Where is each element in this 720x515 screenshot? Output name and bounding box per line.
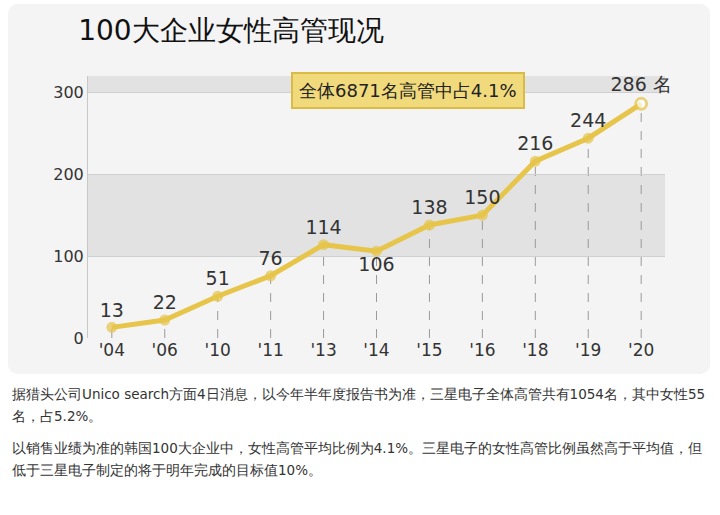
svg-text:106: 106 [358,253,394,275]
svg-text:'06: '06 [152,340,178,360]
svg-text:76: 76 [259,247,283,269]
svg-text:'11: '11 [257,340,283,360]
svg-text:'20: '20 [628,340,654,360]
svg-text:150: 150 [464,186,500,208]
svg-text:全体6871名高管中占4.1%: 全体6871名高管中占4.1% [299,80,517,101]
svg-text:13: 13 [100,299,124,321]
svg-text:138: 138 [411,196,447,218]
svg-text:22: 22 [153,291,177,313]
svg-text:100大企业女性高管现况: 100大企业女性高管现况 [78,14,383,47]
svg-text:286 名: 286 名 [611,73,672,95]
html-text:据猎头公司Unico search方面4日消息，以今年半年度: 据猎头公司Unico search方面4日消息，以今年半年度报告书为准，三星电子… [12,386,706,424]
svg-text:114: 114 [305,216,341,238]
html-text:以销售业绩为准的韩国100大企业中，女性高管平均比例为4.1: 以销售业绩为准的韩国100大企业中，女性高管平均比例为4.1%。三星电子的女性高… [12,439,703,478]
svg-text:'13: '13 [310,340,336,360]
svg-text:0: 0 [74,329,84,348]
svg-text:244: 244 [570,109,606,131]
svg-text:200: 200 [53,165,84,184]
svg-text:'04: '04 [99,340,125,360]
svg-text:300: 300 [53,83,84,102]
svg-text:'14: '14 [363,340,389,360]
svg-text:51: 51 [206,267,230,289]
svg-text:'15: '15 [416,340,442,360]
svg-text:'19: '19 [575,340,601,360]
svg-text:'10: '10 [205,340,231,360]
svg-text:'18: '18 [522,340,548,360]
svg-text:'16: '16 [469,340,495,360]
svg-text:100: 100 [53,247,84,266]
svg-text:216: 216 [517,132,553,154]
